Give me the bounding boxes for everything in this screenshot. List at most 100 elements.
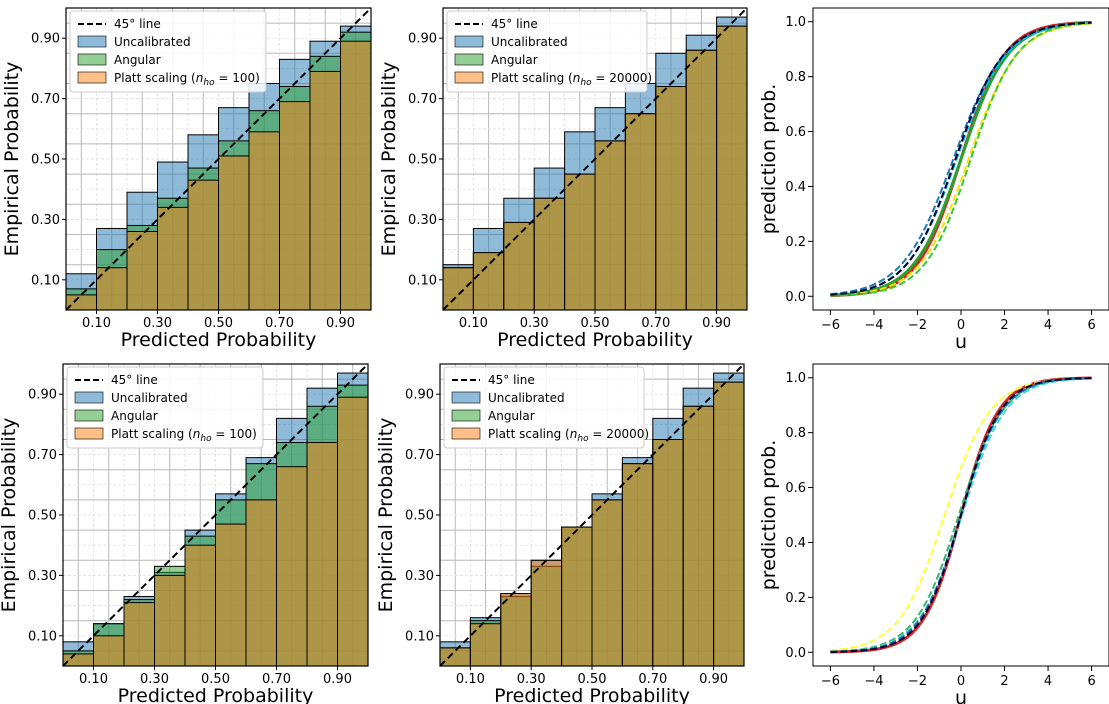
x-tick-label: 0.10 (79, 672, 108, 687)
y-tick-label: 0.50 (31, 153, 60, 168)
x-tick-label: 0.10 (456, 672, 485, 687)
diagonal-line (442, 7, 748, 311)
bar-platt-scaling (218, 155, 250, 311)
x-axis-label: Predicted Probability (118, 685, 314, 704)
legend-swatch (454, 35, 484, 48)
bar-platt-scaling (248, 131, 280, 311)
y-tick-label: 1.0 (785, 371, 806, 386)
y-tick-label: 0.10 (31, 273, 60, 288)
legend-swatch (77, 71, 107, 84)
y-tick-label: 1.0 (785, 15, 806, 30)
x-tick-label: 0.70 (262, 672, 291, 687)
y-tick-label: 0.0 (785, 646, 806, 661)
chart-panel-4: 0.10 0.30 0.50 0.70 0.90 0.10 0.30 0.50 0.70 0.90… (0, 363, 369, 704)
y-tick-label: 0.70 (405, 448, 434, 463)
bar-platt-scaling (716, 25, 748, 311)
y-tick-label: 0.30 (31, 213, 60, 228)
bar-platt-scaling (126, 230, 158, 311)
legend-swatch (74, 409, 104, 422)
x-tick-label: 0.30 (520, 316, 549, 331)
bar-platt-scaling (306, 442, 338, 667)
y-axis-label: Empirical Probability (0, 418, 20, 613)
x-tick-label: 0.10 (459, 316, 488, 331)
bar-platt-scaling (187, 179, 219, 311)
diagonal-line (65, 7, 372, 311)
legend: 45° line Uncalibrated Angular Platt scaling… (443, 366, 649, 449)
y-tick-label: 0.50 (408, 153, 437, 168)
x-tick-label: 2 (1000, 674, 1008, 689)
legend-label: Uncalibrated (488, 391, 565, 405)
x-tick-label: −2 (908, 318, 927, 333)
bar-platt-scaling (682, 405, 715, 667)
y-tick-label: 0.30 (408, 213, 437, 228)
chart-panel-1: 0.10 0.30 0.50 0.70 0.90 0.10 0.30 0.50 0.70 0.90… (1, 7, 372, 351)
x-tick-label: −6 (821, 318, 840, 333)
bar-platt-scaling (500, 593, 532, 667)
bar-platt-scaling (564, 173, 596, 311)
y-tick-label: 0.30 (28, 569, 57, 584)
legend-label: 45° line (111, 373, 158, 387)
bar-platt-scaling (561, 526, 593, 667)
bar-platt-scaling (157, 206, 189, 311)
chart-panel-6: −6 −4 −2 0 2 4 6 0.0 0.2 0.4 0.6 0.8 1.0 u prediction … (758, 363, 1109, 704)
legend-label: Angular (111, 409, 158, 423)
legend-swatch (451, 409, 481, 422)
x-tick-label: 0.70 (641, 316, 670, 331)
x-tick-label: 0.90 (323, 672, 352, 687)
x-tick-label: −4 (864, 674, 883, 689)
legend-box (443, 366, 645, 449)
x-axis-label: Predicted Probability (121, 329, 317, 351)
y-tick-label: 0.70 (31, 92, 60, 107)
x-axis-label: Predicted Probability (494, 685, 690, 704)
x-tick-label: 4 (1044, 674, 1052, 689)
x-tick-label: 0 (957, 318, 965, 333)
x-tick-label: 6 (1087, 674, 1095, 689)
x-tick-label: −2 (908, 674, 927, 689)
bar-platt-scaling (530, 559, 563, 667)
legend-label: Platt scaling (nho = 100) (114, 71, 260, 88)
bar-platt-scaling (503, 221, 535, 311)
x-axis-label: u (955, 331, 967, 353)
y-tick-label: 0.8 (785, 70, 806, 85)
bar-platt-scaling (276, 466, 308, 667)
bar-platt-scaling (655, 86, 687, 311)
y-tick-label: 0.90 (28, 388, 57, 403)
x-tick-label: −6 (821, 674, 840, 689)
y-tick-label: 0.30 (405, 569, 434, 584)
bar-platt-scaling (685, 49, 718, 311)
y-tick-label: 0.4 (785, 536, 806, 551)
legend-label: Uncalibrated (114, 35, 191, 49)
legend-swatch (77, 53, 107, 66)
x-tick-label: 0.90 (326, 316, 355, 331)
legend-label: 45° line (488, 373, 535, 387)
legend-swatch (74, 427, 104, 440)
legend-label: Uncalibrated (491, 35, 568, 49)
x-tick-label: 0.90 (699, 672, 728, 687)
y-tick-label: 0.2 (785, 591, 806, 606)
y-tick-label: 0.10 (408, 273, 437, 288)
y-tick-label: 0.8 (785, 426, 806, 441)
x-tick-label: 0 (957, 674, 965, 689)
legend-swatch (451, 427, 481, 440)
legend-swatch (74, 391, 104, 404)
y-axis-label: Empirical Probability (378, 62, 400, 257)
legend-label: Platt scaling (nho = 20000) (491, 71, 652, 88)
bar-platt-scaling (652, 439, 684, 667)
y-axis-label: prediction prob. (758, 84, 780, 235)
x-tick-label: 0.70 (265, 316, 294, 331)
diagonal-line (62, 363, 369, 667)
legend-swatch (454, 71, 484, 84)
y-tick-label: 0.6 (785, 125, 806, 140)
legend: 45° line Uncalibrated Angular Platt scaling… (69, 10, 267, 93)
y-tick-label: 0.0 (785, 290, 806, 305)
bar-platt-scaling (337, 396, 369, 667)
y-tick-label: 0.90 (31, 32, 60, 47)
x-tick-label: 6 (1087, 318, 1095, 333)
x-tick-label: 0.70 (638, 672, 667, 687)
bar-platt-scaling (93, 635, 125, 667)
y-tick-label: 0.10 (405, 629, 434, 644)
bar-platt-scaling (65, 294, 97, 311)
bar-platt-scaling (713, 381, 745, 667)
legend-swatch (454, 53, 484, 66)
